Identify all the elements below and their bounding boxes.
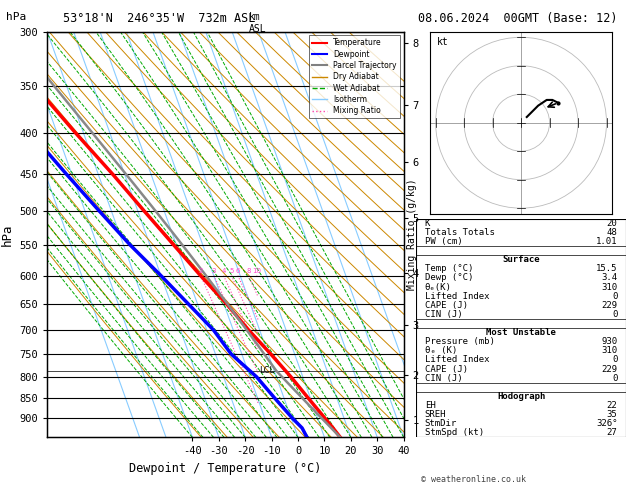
Text: EH: EH (425, 401, 435, 410)
Text: Hodograph: Hodograph (497, 392, 545, 401)
Text: PW (cm): PW (cm) (425, 237, 462, 246)
Text: 930: 930 (601, 337, 618, 346)
Text: 5: 5 (229, 268, 233, 274)
Text: Temp (°C): Temp (°C) (425, 264, 473, 273)
Text: Totals Totals: Totals Totals (425, 228, 494, 237)
Text: Pressure (mb): Pressure (mb) (425, 337, 494, 346)
Text: Lifted Index: Lifted Index (425, 355, 489, 364)
X-axis label: Dewpoint / Temperature (°C): Dewpoint / Temperature (°C) (129, 462, 321, 475)
Text: CAPE (J): CAPE (J) (425, 364, 468, 374)
Text: Most Unstable: Most Unstable (486, 328, 556, 337)
Text: 310: 310 (601, 347, 618, 355)
Text: Dewp (°C): Dewp (°C) (425, 274, 473, 282)
Text: Lifted Index: Lifted Index (425, 292, 489, 301)
Text: 310: 310 (601, 282, 618, 292)
Text: Mixing Ratio (g/kg): Mixing Ratio (g/kg) (407, 179, 417, 290)
Text: StmSpd (kt): StmSpd (kt) (425, 428, 484, 437)
Text: 0: 0 (612, 374, 618, 382)
Text: 0: 0 (612, 292, 618, 301)
Text: 2: 2 (199, 268, 203, 274)
Text: CIN (J): CIN (J) (425, 310, 462, 319)
Text: θₑ (K): θₑ (K) (425, 347, 457, 355)
Text: 0: 0 (612, 355, 618, 364)
Text: 35: 35 (607, 410, 618, 419)
Text: Surface: Surface (503, 255, 540, 264)
Text: © weatheronline.co.uk: © weatheronline.co.uk (421, 474, 526, 484)
Text: CAPE (J): CAPE (J) (425, 301, 468, 310)
Text: 08.06.2024  00GMT (Base: 12): 08.06.2024 00GMT (Base: 12) (418, 12, 618, 25)
Text: 3.4: 3.4 (601, 274, 618, 282)
Text: 4: 4 (221, 268, 226, 274)
Text: hPa: hPa (6, 12, 26, 22)
Text: θₑ(K): θₑ(K) (425, 282, 452, 292)
Text: 229: 229 (601, 301, 618, 310)
Text: K: K (425, 219, 430, 228)
Text: 48: 48 (607, 228, 618, 237)
Text: CIN (J): CIN (J) (425, 374, 462, 382)
Text: 6: 6 (236, 268, 240, 274)
Text: kt: kt (437, 37, 449, 47)
Y-axis label: hPa: hPa (1, 223, 14, 246)
Text: 229: 229 (601, 364, 618, 374)
Text: 53°18'N  246°35'W  732m ASL: 53°18'N 246°35'W 732m ASL (63, 12, 255, 25)
Text: km
ASL: km ASL (248, 12, 266, 34)
Text: 20: 20 (607, 219, 618, 228)
Text: 10: 10 (252, 268, 261, 274)
Text: StmDir: StmDir (425, 419, 457, 428)
Text: SREH: SREH (425, 410, 446, 419)
Text: 326°: 326° (596, 419, 618, 428)
Text: 0: 0 (612, 310, 618, 319)
Text: 3: 3 (211, 268, 216, 274)
Text: 8: 8 (246, 268, 250, 274)
Text: 15.5: 15.5 (596, 264, 618, 273)
Legend: Temperature, Dewpoint, Parcel Trajectory, Dry Adiabat, Wet Adiabat, Isotherm, Mi: Temperature, Dewpoint, Parcel Trajectory… (309, 35, 400, 118)
Text: LCL: LCL (259, 366, 274, 375)
Text: 22: 22 (607, 401, 618, 410)
Text: 27: 27 (607, 428, 618, 437)
Text: 1.01: 1.01 (596, 237, 618, 246)
